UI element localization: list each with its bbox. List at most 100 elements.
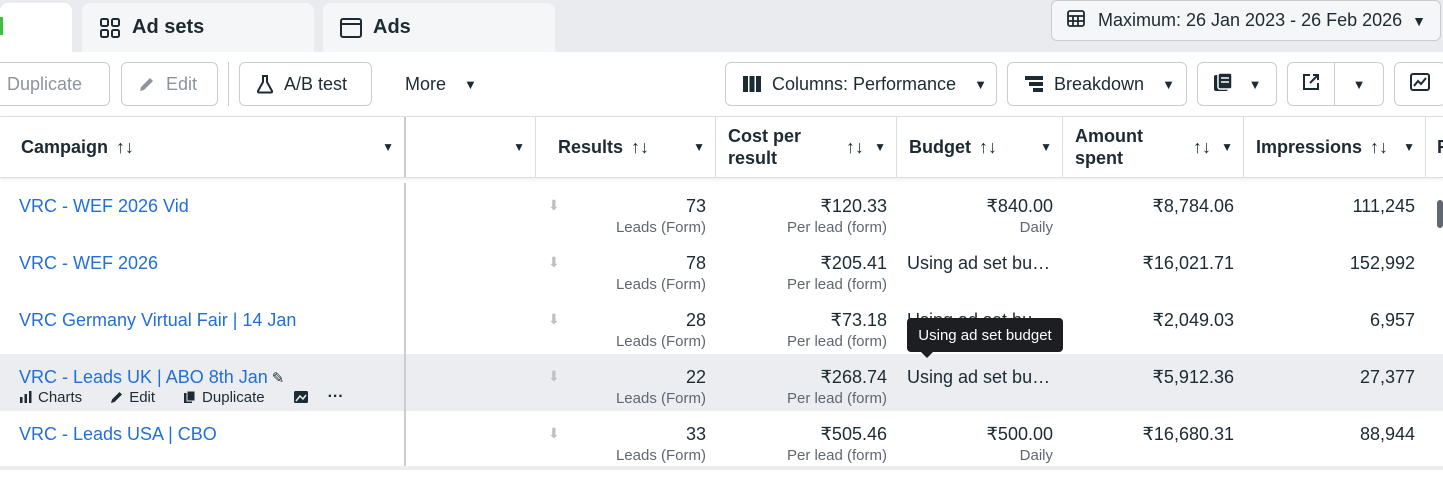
chevron-down-icon[interactable]: ▼ xyxy=(1221,140,1233,154)
row-charts-link[interactable]: Charts xyxy=(19,389,96,406)
bar-chart-icon xyxy=(19,390,33,404)
edit-button[interactable]: Edit xyxy=(121,62,218,106)
chevron-down-icon[interactable]: ▼ xyxy=(382,140,394,154)
cost-per-result-type: Per lead (form) xyxy=(786,276,887,293)
results-value: 22 xyxy=(685,367,706,387)
campaign-name: VRC - WEF 2026 Vid xyxy=(19,196,189,216)
row-preview-link[interactable] xyxy=(293,389,314,405)
reports-button[interactable]: ▼ xyxy=(1197,62,1277,106)
chevron-down-icon: ▼ xyxy=(1162,76,1175,92)
download-icon[interactable]: ⬇ xyxy=(548,197,560,213)
table-row[interactable]: VRC - Leads USA | CBO ⬇ 33 Leads (Form) ₹505… xyxy=(0,411,1443,468)
ab-test-label: A/B test xyxy=(284,73,348,94)
chevron-down-icon[interactable]: ▼ xyxy=(1403,140,1415,154)
campaign-name: VRC - WEF 2026 xyxy=(19,253,159,273)
breakdown-label: Breakdown xyxy=(1054,73,1145,94)
tab-ads[interactable]: Ads xyxy=(323,3,555,52)
export-button[interactable] xyxy=(1287,62,1335,106)
row-duplicate-label: Duplicate xyxy=(202,388,265,406)
budget-text[interactable]: Using ad set bu… xyxy=(907,367,1051,387)
column-header-next[interactable]: R xyxy=(1426,117,1443,177)
duplicate-button[interactable]: Duplicate xyxy=(0,62,110,106)
campaign-cell xyxy=(0,183,406,240)
amount-spent-value: ₹2,049.03 xyxy=(1152,310,1234,330)
row-duplicate-link[interactable]: Duplicate xyxy=(183,389,279,406)
sort-icon[interactable]: ↑↓ xyxy=(631,136,650,157)
budget-value[interactable]: ₹840.00 xyxy=(986,196,1053,216)
download-icon[interactable]: ⬇ xyxy=(548,368,560,384)
more-button[interactable]: More ▼ xyxy=(388,62,488,106)
row-more-link[interactable]: ··· xyxy=(328,388,358,406)
toolbar-divider xyxy=(228,62,229,106)
column-header-delivery[interactable]: ▼ xyxy=(406,117,536,177)
impressions-value: 152,992 xyxy=(1349,253,1415,273)
sort-icon[interactable]: ↑↓ xyxy=(1370,136,1389,157)
date-range-picker[interactable]: Maximum: 26 Jan 2023 - 26 Feb 2026 ▼ xyxy=(1051,0,1441,41)
export-icon xyxy=(1301,72,1321,97)
budget-tooltip: Using ad set budget xyxy=(907,318,1063,358)
sort-icon[interactable]: ↑↓ xyxy=(116,136,135,157)
columns-button[interactable]: Columns: Performance ▼ xyxy=(725,62,997,106)
sort-icon[interactable]: ↑↓ xyxy=(846,137,864,157)
table-row[interactable]: VRC - WEF 2026 Vid ⬇ 73 Leads (Form) ₹120.33… xyxy=(0,183,1443,240)
campaign-name-link[interactable]: VRC - Leads USA | CBO xyxy=(19,424,217,445)
date-range-label: Maximum: 26 Jan 2023 - 26 Feb 2026 xyxy=(1098,10,1403,30)
table-row[interactable]: VRC - WEF 2026 ⬇ 78 Leads (Form) ₹205.41 Per … xyxy=(0,240,1443,297)
chevron-down-icon[interactable]: ▼ xyxy=(693,140,705,154)
breakdown-icon xyxy=(1024,75,1044,93)
row-edit-link[interactable]: Edit xyxy=(110,389,169,406)
ab-test-button[interactable]: A/B test xyxy=(239,62,372,106)
chevron-down-icon[interactable]: ▼ xyxy=(513,140,525,154)
column-header-results[interactable]: Results ↑↓ ▼ xyxy=(536,117,716,177)
campaign-name-link[interactable]: VRC - Leads UK | ABO 8th Jan ✎ xyxy=(19,367,284,388)
tab-adsets[interactable]: Ad sets xyxy=(82,3,314,52)
pencil-icon[interactable]: ✎ xyxy=(271,370,285,387)
tab-strip: Ad sets Ads Maximum: 26 Jan 2023 - 26 Fe… xyxy=(0,0,1443,52)
campaign-cell xyxy=(0,411,406,468)
chevron-down-icon: ▼ xyxy=(974,76,987,92)
campaign-name-link[interactable]: VRC - WEF 2026 Vid xyxy=(19,196,189,217)
table-row[interactable]: VRC Germany Virtual Fair | 14 Jan ⬇ 28 Lead… xyxy=(0,297,1443,354)
download-icon[interactable]: ⬇ xyxy=(548,425,560,441)
budget-text[interactable]: Using ad set bu… xyxy=(907,253,1051,273)
column-header-label: Results xyxy=(558,136,624,157)
vertical-scrollbar[interactable] xyxy=(1437,200,1443,228)
cost-per-result-type: Per lead (form) xyxy=(786,333,887,350)
column-header-label: Impressions xyxy=(1256,136,1363,157)
column-header-cost-per-result[interactable]: Cost per result ↑↓ ▼ xyxy=(716,117,897,177)
results-type: Leads (Form) xyxy=(615,390,706,407)
campaign-name-link[interactable]: VRC - WEF 2026 xyxy=(19,253,158,274)
column-header-amount-spent[interactable]: Amount spent ↑↓ ▼ xyxy=(1063,117,1244,177)
chevron-down-icon[interactable]: ▼ xyxy=(1040,140,1052,154)
column-header-label: Amount spent xyxy=(1075,126,1143,168)
budget-value[interactable]: ₹500.00 xyxy=(986,424,1053,444)
tab-campaigns[interactable] xyxy=(0,3,72,52)
amount-spent-value: ₹16,021.71 xyxy=(1142,253,1234,273)
download-icon[interactable]: ⬇ xyxy=(548,311,560,327)
results-value: 33 xyxy=(685,424,706,444)
table-row[interactable]: VRC - Leads UK | ABO 8th Jan ✎ ⬇ 22 Leads (F… xyxy=(0,354,1443,411)
flask-icon xyxy=(256,74,274,94)
more-label: More xyxy=(405,73,447,94)
view-charts-button[interactable] xyxy=(1394,62,1443,106)
sort-icon[interactable]: ↑↓ xyxy=(1193,137,1211,157)
table-footer-strip xyxy=(0,466,1443,470)
column-header-impressions[interactable]: Impressions ↑↓ ▼ xyxy=(1244,117,1426,177)
columns-label: Columns: Performance xyxy=(772,73,957,94)
export-dropdown-button[interactable]: ▼ xyxy=(1334,62,1384,106)
sort-icon[interactable]: ↑↓ xyxy=(979,136,997,157)
tab-adsets-label: Ad sets xyxy=(132,16,205,38)
column-header-label: Cost per result xyxy=(728,126,802,168)
campaign-cell xyxy=(0,297,406,354)
column-header-campaign[interactable]: Campaign ↑↓ ▼ xyxy=(0,117,406,177)
results-type: Leads (Form) xyxy=(615,333,706,350)
row-edit-label: Edit xyxy=(129,388,156,406)
cost-per-result-type: Per lead (form) xyxy=(786,447,887,464)
column-header-budget[interactable]: Budget ↑↓ ▼ xyxy=(897,117,1063,177)
download-icon[interactable]: ⬇ xyxy=(548,254,560,270)
row-action-bar: Charts Edit Duplicate ··· xyxy=(19,388,372,406)
campaign-name-link[interactable]: VRC Germany Virtual Fair | 14 Jan xyxy=(19,310,296,331)
breakdown-button[interactable]: Breakdown ▼ xyxy=(1007,62,1187,106)
chevron-down-icon[interactable]: ▼ xyxy=(874,140,886,154)
edit-button-label: Edit xyxy=(166,73,198,94)
